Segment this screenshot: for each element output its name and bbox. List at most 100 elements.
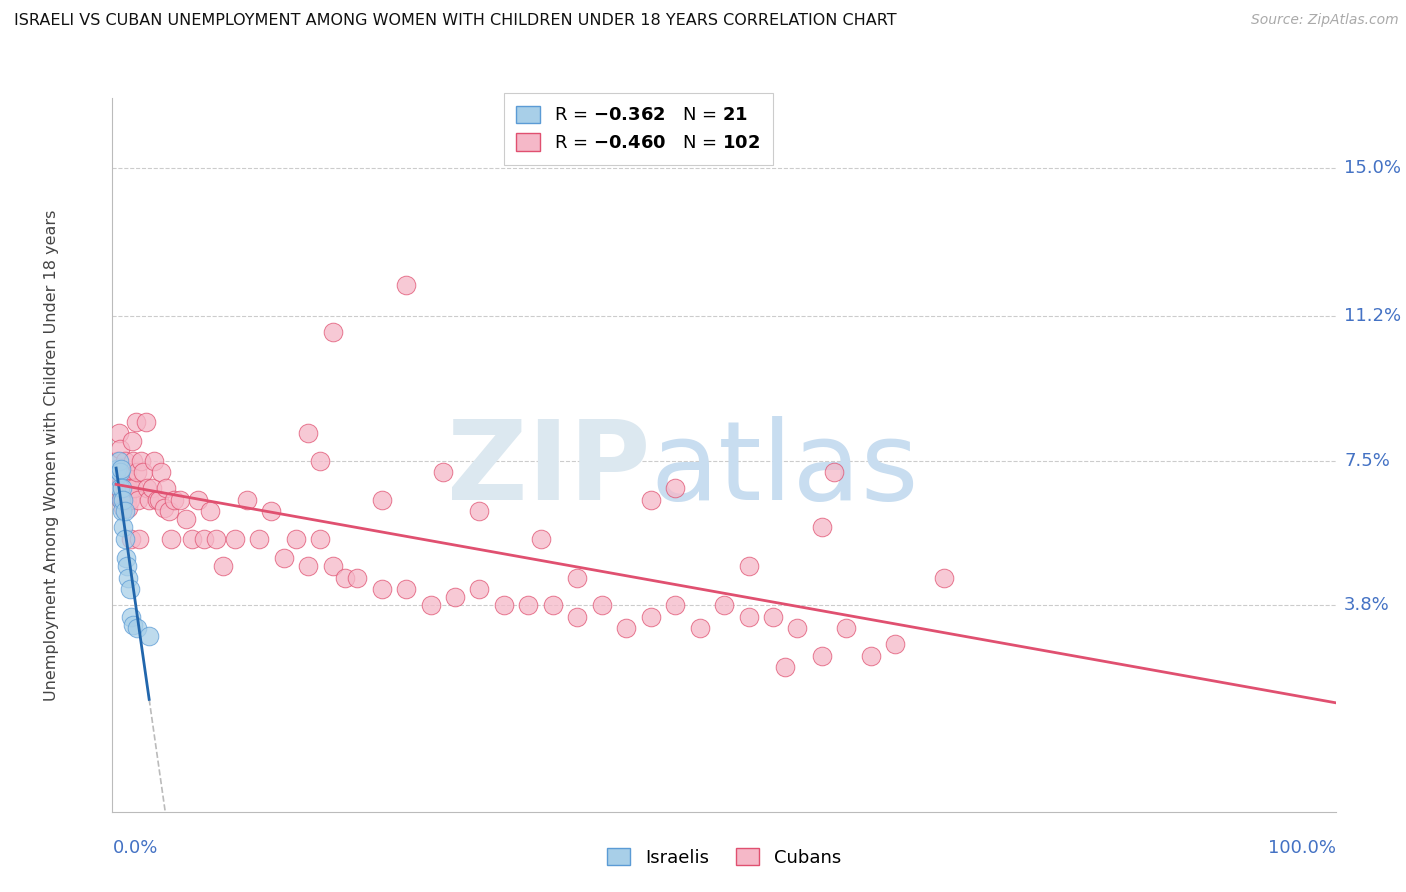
Point — [114, 454, 136, 468]
Point — [775, 660, 797, 674]
Point — [105, 466, 128, 480]
Legend: Israelis, Cubans: Israelis, Cubans — [600, 841, 848, 874]
Point — [713, 598, 735, 612]
Point — [105, 469, 128, 483]
Point — [114, 504, 136, 518]
Point — [115, 492, 138, 507]
Point — [115, 559, 138, 574]
Point — [122, 617, 145, 632]
Point — [614, 622, 637, 636]
Point — [155, 481, 177, 495]
Point — [122, 454, 145, 468]
Point — [468, 504, 491, 518]
Point — [115, 473, 138, 487]
Point — [200, 504, 222, 518]
Point — [108, 466, 131, 480]
Point — [105, 461, 128, 475]
Point — [737, 559, 759, 574]
Point — [115, 492, 138, 507]
Text: 0.0%: 0.0% — [112, 839, 157, 857]
Point — [110, 461, 132, 475]
Text: ZIP: ZIP — [447, 416, 651, 523]
Point — [322, 559, 344, 574]
Point — [370, 582, 392, 597]
Point — [115, 551, 138, 566]
Point — [157, 504, 180, 518]
Point — [934, 571, 956, 585]
Point — [112, 466, 135, 480]
Point — [117, 500, 139, 515]
Text: Source: ZipAtlas.com: Source: ZipAtlas.com — [1251, 13, 1399, 28]
Point — [129, 454, 152, 468]
Point — [224, 532, 246, 546]
Point — [153, 500, 176, 515]
Point — [163, 492, 186, 507]
Point — [108, 442, 131, 456]
Point — [541, 598, 564, 612]
Point — [823, 466, 845, 480]
Point — [148, 492, 170, 507]
Text: 7.5%: 7.5% — [1344, 451, 1391, 470]
Point — [567, 571, 589, 585]
Point — [120, 532, 142, 546]
Point — [125, 466, 148, 480]
Point — [135, 481, 157, 495]
Point — [211, 559, 233, 574]
Point — [786, 622, 808, 636]
Text: 100.0%: 100.0% — [1268, 839, 1336, 857]
Point — [150, 466, 173, 480]
Text: ISRAELI VS CUBAN UNEMPLOYMENT AMONG WOMEN WITH CHILDREN UNDER 18 YEARS CORRELATI: ISRAELI VS CUBAN UNEMPLOYMENT AMONG WOME… — [14, 13, 897, 29]
Point — [132, 466, 155, 480]
Point — [111, 504, 134, 518]
Point — [111, 492, 134, 507]
Point — [117, 481, 139, 495]
Point — [884, 637, 907, 651]
Point — [118, 582, 141, 597]
Point — [444, 591, 467, 605]
Point — [737, 609, 759, 624]
Point — [395, 278, 418, 293]
Point — [762, 609, 785, 624]
Point — [112, 492, 135, 507]
Point — [115, 466, 138, 480]
Point — [664, 481, 686, 495]
Point — [107, 426, 129, 441]
Point — [591, 598, 613, 612]
Point — [125, 622, 148, 636]
Point — [110, 492, 132, 507]
Point — [260, 504, 283, 518]
Point — [297, 559, 319, 574]
Point — [120, 609, 142, 624]
Point — [105, 454, 128, 468]
Point — [322, 325, 344, 339]
Point — [138, 629, 160, 643]
Point — [273, 551, 295, 566]
Point — [112, 500, 135, 515]
Point — [125, 415, 148, 429]
Text: Unemployment Among Women with Children Under 18 years: Unemployment Among Women with Children U… — [44, 210, 59, 700]
Point — [134, 415, 156, 429]
Point — [117, 571, 139, 585]
Point — [835, 622, 858, 636]
Point — [236, 492, 259, 507]
Text: atlas: atlas — [651, 416, 920, 523]
Point — [187, 492, 209, 507]
Point — [181, 532, 204, 546]
Point — [205, 532, 228, 546]
Point — [169, 492, 191, 507]
Point — [145, 492, 167, 507]
Point — [346, 571, 368, 585]
Text: 15.0%: 15.0% — [1344, 160, 1400, 178]
Point — [309, 454, 332, 468]
Point — [112, 520, 135, 534]
Point — [395, 582, 418, 597]
Point — [110, 461, 132, 475]
Point — [124, 481, 146, 495]
Point — [107, 454, 129, 468]
Point — [114, 532, 136, 546]
Point — [468, 582, 491, 597]
Point — [567, 609, 589, 624]
Point — [118, 492, 141, 507]
Point — [120, 481, 142, 495]
Point — [114, 481, 136, 495]
